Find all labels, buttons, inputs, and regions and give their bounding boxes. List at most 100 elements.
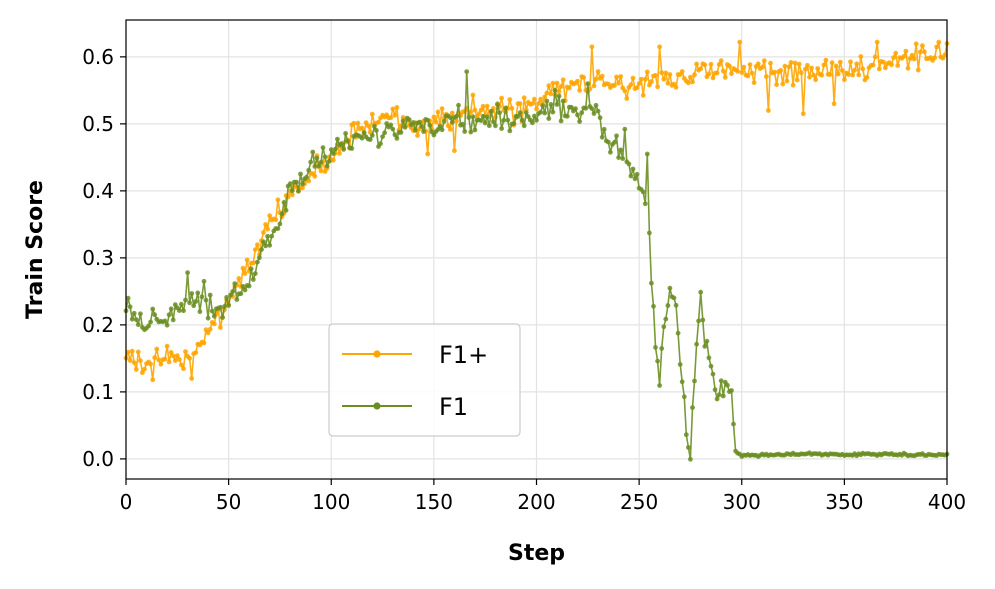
data-point [891, 55, 896, 60]
data-point [552, 88, 558, 93]
data-point [667, 72, 673, 77]
data-point [359, 135, 365, 141]
data-point [850, 72, 855, 78]
data-point [133, 367, 139, 372]
data-point [507, 97, 513, 102]
data-point [349, 146, 355, 151]
data-point [934, 44, 940, 50]
data-point [589, 106, 595, 111]
data-point [220, 315, 225, 320]
data-point [497, 110, 502, 116]
data-point [708, 363, 714, 369]
data-point [472, 107, 478, 113]
x-tick-label: 300 [723, 490, 761, 514]
data-point [722, 75, 728, 80]
data-point [230, 289, 236, 294]
data-point [532, 96, 537, 102]
data-point [564, 113, 570, 119]
data-point [246, 283, 252, 289]
data-point [560, 98, 566, 104]
data-point [542, 94, 548, 100]
data-point [694, 61, 699, 67]
data-point [616, 80, 621, 86]
data-point [390, 126, 396, 132]
data-point [714, 70, 720, 76]
data-point [768, 60, 773, 66]
data-point [519, 117, 525, 123]
data-point [255, 242, 260, 248]
data-point [647, 82, 652, 88]
data-point [515, 114, 521, 119]
data-point [279, 211, 285, 217]
data-point [605, 139, 611, 145]
data-point [558, 118, 564, 124]
data-point [484, 114, 490, 120]
data-point [577, 119, 582, 124]
data-point [195, 290, 201, 296]
data-point [207, 326, 213, 332]
data-point [936, 39, 942, 45]
data-point [464, 69, 470, 74]
data-point [642, 76, 648, 82]
data-point [831, 101, 837, 107]
data-point [166, 312, 172, 318]
data-point [712, 387, 718, 393]
data-point [599, 73, 605, 79]
data-point [749, 70, 755, 76]
data-point [439, 106, 445, 111]
data-point [854, 61, 860, 67]
data-point [700, 317, 706, 323]
data-point [201, 278, 207, 284]
data-point [716, 392, 722, 398]
data-point [761, 58, 767, 64]
data-point [569, 104, 574, 110]
data-point [720, 68, 726, 74]
data-point [792, 60, 798, 66]
data-point [267, 242, 273, 248]
data-point [187, 355, 193, 361]
data-point [326, 158, 332, 164]
data-point [480, 113, 486, 119]
data-point [312, 173, 318, 179]
data-point [671, 295, 677, 301]
data-point [686, 80, 691, 86]
data-point [152, 312, 158, 318]
data-point [445, 123, 451, 129]
data-point [614, 133, 619, 139]
data-point [359, 125, 365, 131]
data-point [462, 129, 468, 134]
data-point [883, 65, 888, 71]
data-point [480, 103, 486, 109]
data-point [125, 349, 131, 355]
data-point [177, 357, 182, 362]
data-point [647, 230, 652, 236]
data-point [179, 362, 184, 368]
data-point [394, 136, 400, 141]
data-point [848, 59, 853, 65]
data-point [661, 76, 667, 82]
data-point [209, 308, 215, 314]
data-point [805, 62, 810, 68]
data-point [388, 122, 394, 128]
data-point [499, 126, 504, 131]
data-point [683, 432, 689, 438]
data-point [798, 70, 804, 76]
data-point [495, 102, 500, 107]
data-point [156, 357, 162, 363]
data-point [250, 277, 256, 282]
data-point [501, 117, 507, 123]
data-point [177, 308, 182, 313]
data-point [244, 257, 250, 263]
data-point [710, 75, 716, 81]
data-point [517, 110, 523, 116]
data-point [367, 137, 373, 143]
data-point [903, 48, 909, 54]
data-point [129, 316, 135, 322]
data-point [597, 115, 603, 121]
data-point [211, 321, 217, 327]
data-point [476, 111, 482, 117]
data-point [881, 59, 886, 65]
data-point [554, 102, 560, 107]
data-point [207, 292, 213, 298]
data-point [234, 297, 240, 302]
